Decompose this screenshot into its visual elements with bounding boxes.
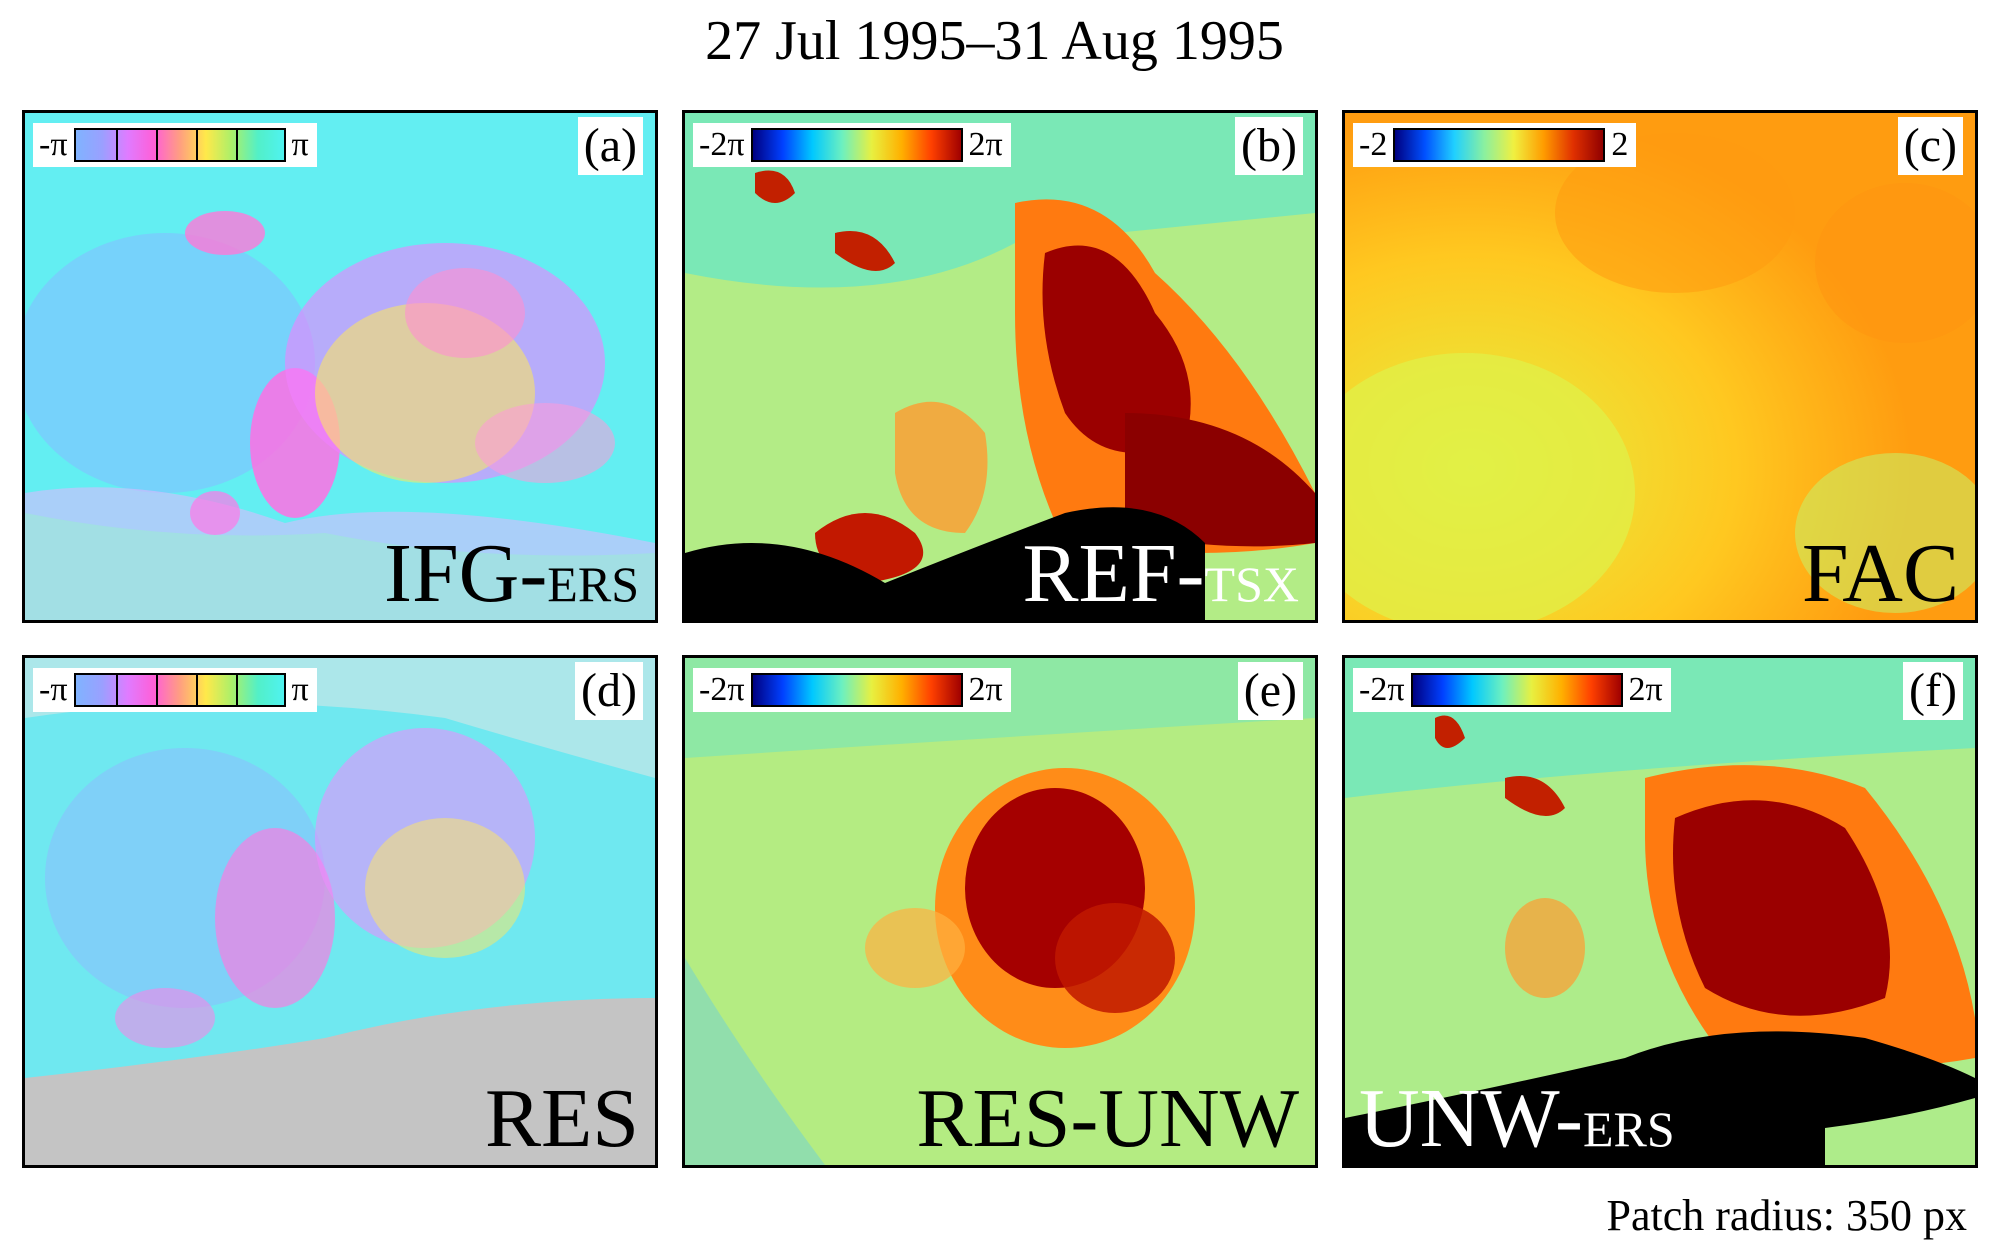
colorbar-max-label: 2π bbox=[1628, 671, 1663, 708]
colorbar-min-label: -2π bbox=[699, 126, 745, 163]
colorbar-max-label: 2π bbox=[968, 671, 1003, 708]
panel-letter: (d) bbox=[575, 662, 643, 720]
colorbar-max-label: π bbox=[291, 126, 309, 163]
panel-a-image bbox=[25, 113, 655, 620]
panel-label-sub: ERS bbox=[1582, 1101, 1675, 1157]
panel-c: -2 2 (c) FAC bbox=[1342, 110, 1978, 623]
colorbar-max-label: 2 bbox=[1611, 126, 1629, 163]
figure-title: 27 Jul 1995–31 Aug 1995 bbox=[705, 10, 1284, 72]
colorbar-ramp bbox=[73, 128, 286, 162]
panel-label: FAC bbox=[1802, 532, 1959, 616]
panel-a: -π π (a) IFG-ERS bbox=[22, 110, 658, 623]
colorbar-radians-e: -2π 2π bbox=[693, 668, 1011, 712]
panel-letter: (c) bbox=[1897, 117, 1963, 175]
panel-e: -2π 2π (e) RES-UNW bbox=[682, 655, 1318, 1168]
panel-label-main: IFG- bbox=[383, 527, 548, 620]
colorbar-min-label: -2π bbox=[699, 671, 745, 708]
panel-label-main: FAC bbox=[1801, 527, 1959, 620]
colorbar-units-c: -2 2 bbox=[1353, 123, 1637, 167]
colorbar-ramp bbox=[750, 128, 963, 162]
colorbar-min-label: -2 bbox=[1359, 126, 1388, 163]
colorbar-ramp bbox=[1410, 673, 1623, 707]
colorbar-max-label: 2π bbox=[968, 126, 1003, 163]
colorbar-min-label: -2π bbox=[1359, 671, 1405, 708]
panel-label: IFG-ERS bbox=[384, 532, 639, 616]
panel-c-image bbox=[1345, 113, 1975, 620]
panel-b: -2π 2π (b) REF-TSX bbox=[682, 110, 1318, 623]
panel-f: -2π 2π (f) UNW-ERS bbox=[1342, 655, 1978, 1168]
panel-label: REF-TSX bbox=[1023, 532, 1300, 616]
panel-d-image bbox=[25, 658, 655, 1165]
colorbar-min-label: -π bbox=[39, 126, 68, 163]
panel-b-image bbox=[685, 113, 1315, 620]
colorbar-radians-b: -2π 2π bbox=[693, 123, 1011, 167]
panel-label: RES-UNW bbox=[916, 1077, 1299, 1161]
colorbar-wrapped-a: -π π bbox=[33, 123, 317, 167]
panel-e-image bbox=[685, 658, 1315, 1165]
panel-label: RES bbox=[485, 1077, 639, 1161]
panel-letter: (e) bbox=[1237, 662, 1303, 720]
colorbar-max-label: π bbox=[291, 671, 309, 708]
colorbar-min-label: -π bbox=[39, 671, 68, 708]
panel-label-sub: TSX bbox=[1204, 556, 1299, 612]
panel-label-sub: ERS bbox=[547, 556, 639, 612]
panel-label-main: REF- bbox=[1022, 527, 1205, 620]
figure-caption: Patch radius: 350 px bbox=[1606, 1191, 1967, 1240]
panel-label: UNW-ERS bbox=[1359, 1077, 1675, 1161]
panel-label-main: RES bbox=[484, 1072, 639, 1165]
colorbar-ramp bbox=[73, 673, 286, 707]
panel-d: -π π (d) RES bbox=[22, 655, 658, 1168]
panel-f-image bbox=[1345, 658, 1975, 1165]
panel-label-main: UNW- bbox=[1359, 1072, 1583, 1165]
colorbar-wrapped-d: -π π bbox=[33, 668, 317, 712]
panel-letter: (f) bbox=[1903, 662, 1963, 720]
panel-label-main: RES-UNW bbox=[916, 1072, 1299, 1165]
panel-letter: (a) bbox=[577, 117, 643, 175]
colorbar-ramp bbox=[1393, 128, 1606, 162]
panel-letter: (b) bbox=[1235, 117, 1303, 175]
colorbar-ramp bbox=[750, 673, 963, 707]
colorbar-radians-f: -2π 2π bbox=[1353, 668, 1671, 712]
